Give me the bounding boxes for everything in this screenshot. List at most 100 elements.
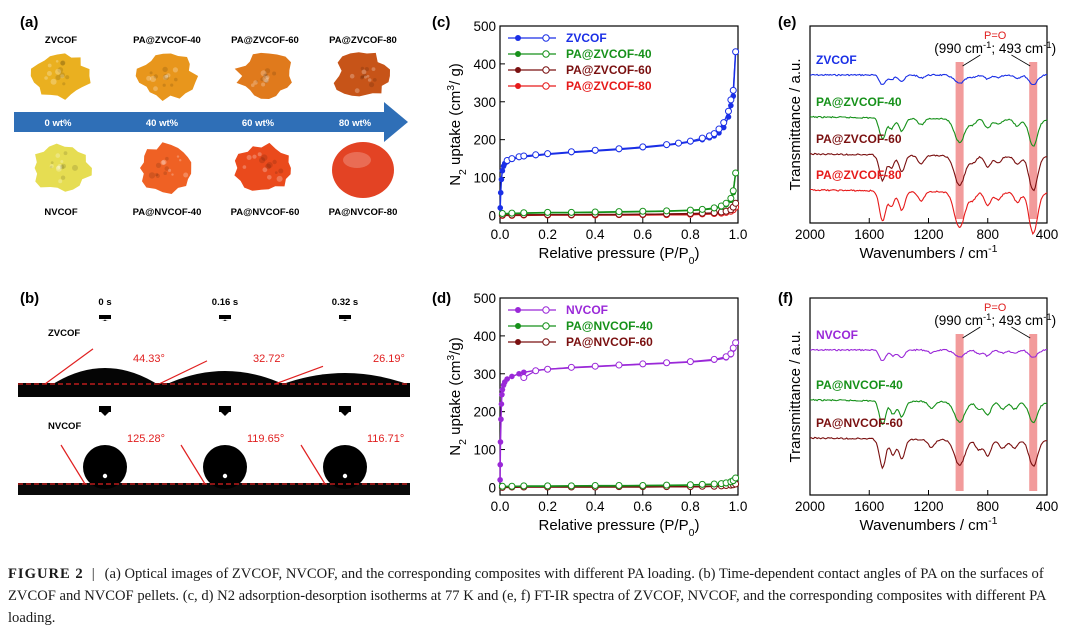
- powder-grain: [56, 165, 61, 170]
- powder-grain: [63, 151, 68, 156]
- powder-grain: [60, 60, 66, 66]
- powder-grain: [369, 82, 375, 88]
- powder-grain: [242, 165, 247, 169]
- powder-grain: [160, 160, 166, 166]
- powder-grain: [49, 165, 53, 169]
- annotation-arrow: [962, 54, 981, 67]
- desorption-point: [544, 150, 552, 158]
- x-tick-label: 0.0: [491, 499, 510, 514]
- powder-grain: [72, 164, 78, 171]
- adsorption-point: [497, 477, 503, 483]
- tangent-line: [158, 360, 208, 385]
- powder-grain: [264, 78, 269, 84]
- powder-grain: [59, 164, 65, 170]
- powder-grain: [179, 159, 182, 162]
- x-axis-label: Relative pressure (P/P0): [539, 245, 700, 267]
- spectrum-pa-nvcof-40: [809, 398, 1048, 426]
- desorption-point: [686, 358, 694, 366]
- sessile-drop: [203, 445, 247, 489]
- legend-marker-filled: [515, 323, 521, 329]
- spectrum-nvcof: [809, 348, 1047, 362]
- series-label: PA@ZVCOF-80: [816, 168, 902, 182]
- y-axis-label: N2 uptake (cm3/ g): [445, 63, 469, 186]
- powder-grain: [57, 164, 63, 169]
- powder-grain: [265, 75, 270, 80]
- powder-grain: [166, 73, 171, 78]
- adsorption-point: [497, 189, 504, 196]
- sample-label-top: PA@ZVCOF-80: [329, 35, 397, 46]
- desorption-point: [715, 125, 723, 133]
- x-tick-label: 0.0: [491, 227, 510, 242]
- sample-label-bottom: PA@NVCOF-80: [329, 207, 398, 218]
- x-tick-label: 0.6: [633, 227, 652, 242]
- powder-grain: [60, 60, 65, 66]
- y-tick-label: 300: [473, 367, 496, 382]
- desorption-point: [532, 367, 540, 375]
- series-zvcof: [497, 48, 740, 211]
- x-tick-label: 1600: [854, 227, 884, 242]
- panel-e: (e) P=O(990 cm-1; 493 cm-1) 2000 1600 1200 8…: [778, 14, 1058, 262]
- powder-grain: [153, 86, 158, 92]
- powder-grain: [163, 171, 167, 175]
- sessile-drop: [283, 373, 407, 384]
- x-tick-label: 0.6: [633, 499, 652, 514]
- x-tick-label: 1.0: [729, 499, 748, 514]
- desorption-point: [567, 208, 575, 216]
- tangent-line: [274, 365, 324, 385]
- powder-grain: [171, 173, 174, 176]
- desorption-point: [567, 482, 575, 490]
- powder-grain: [366, 74, 370, 78]
- x-tick-label: 800: [976, 499, 999, 514]
- powder-grain: [155, 173, 160, 178]
- desorption-point: [720, 119, 728, 127]
- powder-grain: [362, 73, 367, 78]
- powder-grain: [165, 156, 169, 161]
- x-tick-label: 0.2: [538, 227, 557, 242]
- p-o-band: [955, 334, 964, 491]
- contact-angle: 32.72°: [253, 353, 285, 365]
- desorption-point: [729, 187, 737, 195]
- powder-grain: [55, 60, 59, 63]
- legend: ZVCOF PA@ZVCOF-40 PA@ZVCOF-60 PA@ZVCOF-80: [508, 31, 652, 93]
- x-tick-label: 1.0: [729, 227, 748, 242]
- powder-grain: [252, 154, 257, 159]
- contact-angle: 116.71°: [367, 433, 404, 445]
- powder-grain: [60, 160, 64, 163]
- sample-label-bottom: PA@NVCOF-60: [231, 207, 300, 218]
- spectrum-pa-zvcof-40: [809, 115, 1048, 147]
- powder-grain: [59, 72, 65, 78]
- x-tick-label: 1200: [913, 499, 943, 514]
- needle-tip: [99, 406, 111, 412]
- powder-grain: [360, 75, 364, 80]
- contact-angle: 26.19°: [373, 353, 405, 365]
- powder-grain: [278, 168, 284, 174]
- legend-label: NVCOF: [566, 303, 608, 317]
- x-tick-label: 800: [976, 227, 999, 242]
- powder-grain: [349, 73, 355, 79]
- desorption-point: [663, 359, 671, 367]
- powder-grain: [50, 161, 54, 165]
- row-label-zvcof: ZVCOF: [48, 328, 80, 339]
- series-label: NVCOF: [816, 328, 858, 342]
- powder-grain: [155, 172, 159, 177]
- x-axis-label: Wavenumbers / cm-1: [860, 243, 998, 262]
- powder-grain: [162, 75, 168, 80]
- y-tick-label: 500: [473, 291, 496, 306]
- powder-grain: [167, 168, 172, 172]
- desorption-point: [520, 152, 528, 160]
- powder-pa-nvcof-80: [332, 142, 394, 198]
- desorption-point: [710, 480, 718, 488]
- desorption-point: [686, 481, 694, 489]
- desorption-point: [698, 480, 706, 488]
- powder-grain: [276, 175, 283, 182]
- desorption-point: [544, 208, 552, 216]
- loading-arrow: [14, 102, 408, 142]
- sessile-drop: [83, 445, 127, 489]
- y-tick-label: 100: [473, 443, 496, 458]
- loading-label: 40 wt%: [146, 118, 179, 129]
- series-label: PA@ZVCOF-60: [816, 132, 902, 146]
- contact-angle: 119.65°: [247, 433, 284, 445]
- powder-grain: [162, 66, 168, 73]
- legend-marker-filled: [515, 83, 521, 89]
- time-label: 0 s: [98, 297, 111, 308]
